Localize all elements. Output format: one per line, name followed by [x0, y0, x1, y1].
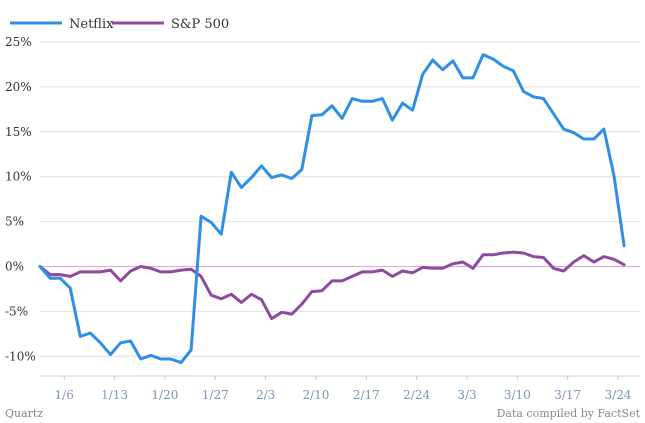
y-tick-label: 15% — [5, 125, 32, 139]
x-tick-label: 1/27 — [202, 388, 229, 402]
x-tick-label: 2/24 — [403, 388, 430, 402]
x-tick-label: 3/10 — [504, 388, 531, 402]
x-axis-ticks: 1/6 1/13 1/20 1/27 2/3 2/10 2/17 2/24 3/3 3/10 3/1… — [55, 376, 632, 402]
y-tick-label: -10% — [5, 349, 36, 363]
x-tick-label: 1/13 — [101, 388, 128, 402]
legend-label-sp500: S&P 500 — [171, 17, 229, 32]
x-tick-label: 2/10 — [302, 388, 329, 402]
y-tick-label: 5% — [5, 215, 24, 229]
x-tick-label: 2/3 — [256, 388, 275, 402]
footer-source-left: Quartz — [5, 407, 43, 420]
y-tick-label: 25% — [5, 35, 32, 49]
legend-label-netflix: Netflix — [69, 17, 114, 32]
series-line-netflix — [38, 53, 626, 365]
legend-item-sp500: S&P 500 — [112, 17, 229, 32]
series-line-s-p-500 — [38, 250, 626, 321]
y-tick-label: -5% — [5, 304, 28, 318]
legend: Netflix S&P 500 — [10, 17, 229, 32]
footer-source-right: Data compiled by FactSet — [497, 407, 641, 420]
y-axis-tick-labels: 25% 20% 15% 10% 5% 0% -5% -10% — [5, 35, 36, 363]
legend-item-netflix: Netflix — [10, 17, 114, 32]
x-tick-label: 3/24 — [605, 388, 632, 402]
x-tick-label: 3/17 — [554, 388, 581, 402]
series-lines — [38, 53, 626, 365]
y-tick-label: 0% — [5, 260, 24, 274]
x-tick-label: 2/17 — [353, 388, 380, 402]
gridlines — [40, 41, 640, 357]
x-tick-label: 1/20 — [151, 388, 178, 402]
y-tick-label: 20% — [5, 80, 32, 94]
x-tick-label: 3/3 — [457, 388, 476, 402]
y-tick-label: 10% — [5, 170, 32, 184]
x-tick-label: 1/6 — [55, 388, 74, 402]
